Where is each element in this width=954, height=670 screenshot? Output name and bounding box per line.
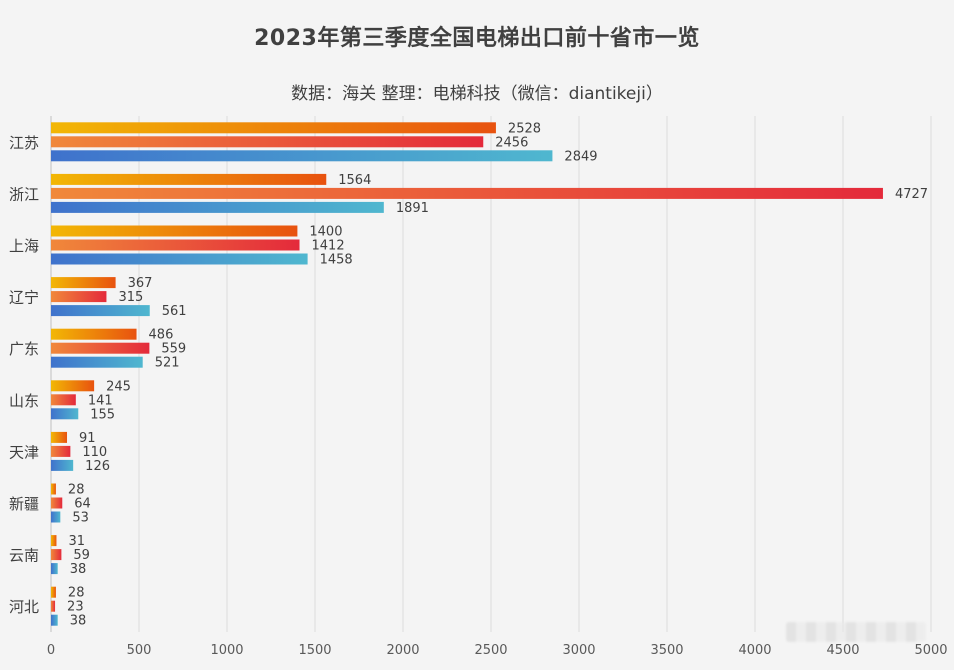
bar <box>51 408 79 420</box>
data-label: 486 <box>149 328 174 343</box>
bar <box>51 431 68 443</box>
data-label: 2456 <box>495 135 528 150</box>
chart-title: 2023年第三季度全国电梯出口前十省市一览 <box>254 26 700 51</box>
x-tick-label: 2000 <box>386 643 419 658</box>
category-label: 辽宁 <box>9 289 39 307</box>
bar <box>51 511 61 523</box>
data-label: 38 <box>70 562 87 577</box>
category-label: 河北 <box>9 598 39 616</box>
data-label: 53 <box>72 511 89 526</box>
bar <box>51 173 327 185</box>
data-label: 91 <box>79 431 96 446</box>
data-label: 155 <box>90 407 115 422</box>
category-label: 江苏 <box>9 134 39 152</box>
bar <box>51 187 883 199</box>
bar <box>51 122 496 134</box>
data-label: 561 <box>162 304 187 319</box>
bar <box>51 253 308 265</box>
x-tick-label: 4000 <box>738 643 771 658</box>
data-label: 28 <box>68 586 85 601</box>
watermark <box>786 622 926 642</box>
category-label: 上海 <box>9 237 39 255</box>
bar <box>51 277 116 289</box>
x-tick-label: 3500 <box>650 643 683 658</box>
data-label: 1412 <box>312 239 345 254</box>
data-label: 2849 <box>564 149 597 164</box>
x-tick-label: 3000 <box>562 643 595 658</box>
bar <box>51 497 63 509</box>
bar <box>51 328 137 340</box>
data-label: 1891 <box>396 201 429 216</box>
data-label: 126 <box>85 459 110 474</box>
data-label: 141 <box>88 393 113 408</box>
x-tick-label: 2500 <box>474 643 507 658</box>
x-tick-label: 1500 <box>298 643 331 658</box>
bar <box>51 150 553 162</box>
data-label: 245 <box>106 379 131 394</box>
bar <box>51 614 58 626</box>
category-label: 浙江 <box>9 185 39 203</box>
bar <box>51 342 150 354</box>
bar <box>51 356 143 368</box>
chart-subtitle: 数据：海关 整理：电梯科技（微信：diantikeji） <box>291 84 663 104</box>
data-label: 1564 <box>338 173 371 188</box>
bar <box>51 239 300 251</box>
category-label: 云南 <box>9 547 39 565</box>
bar <box>51 586 56 598</box>
data-label: 38 <box>70 614 87 629</box>
bar <box>51 305 150 317</box>
data-label: 1458 <box>320 253 353 268</box>
data-label: 59 <box>73 548 90 563</box>
x-tick-label: 1000 <box>210 643 243 658</box>
category-label: 天津 <box>9 443 39 461</box>
category-label: 新疆 <box>9 495 39 513</box>
x-tick-label: 5000 <box>914 643 947 658</box>
data-label: 23 <box>67 600 84 615</box>
bar <box>51 291 107 303</box>
bar <box>51 600 56 612</box>
data-label: 1400 <box>309 225 342 240</box>
category-label: 广东 <box>9 340 39 358</box>
bar <box>51 201 384 213</box>
bar <box>51 549 62 561</box>
bar <box>51 445 71 457</box>
bar <box>51 225 298 237</box>
data-label: 315 <box>118 290 143 305</box>
bar <box>51 380 95 392</box>
data-label: 367 <box>128 276 153 291</box>
labels: 0 500 1000 1500 2000 2500 3000 3500 4000 4500 5000… <box>9 121 948 658</box>
bar <box>51 394 76 406</box>
x-tick-label: 0 <box>47 643 55 658</box>
x-tick-label: 4500 <box>826 643 859 658</box>
bars <box>51 122 883 626</box>
data-label: 2528 <box>508 121 541 136</box>
bar <box>51 483 56 495</box>
x-tick-label: 500 <box>127 643 152 658</box>
bar <box>51 459 74 471</box>
category-label: 山东 <box>9 392 39 410</box>
data-label: 559 <box>161 342 186 357</box>
data-label: 31 <box>68 534 85 549</box>
bar <box>51 136 484 148</box>
data-label: 110 <box>82 445 107 460</box>
bar <box>51 563 58 575</box>
bar <box>51 535 57 547</box>
data-label: 64 <box>74 497 91 512</box>
data-label: 521 <box>155 356 180 371</box>
data-label: 4727 <box>895 187 928 202</box>
data-label: 28 <box>68 483 85 498</box>
